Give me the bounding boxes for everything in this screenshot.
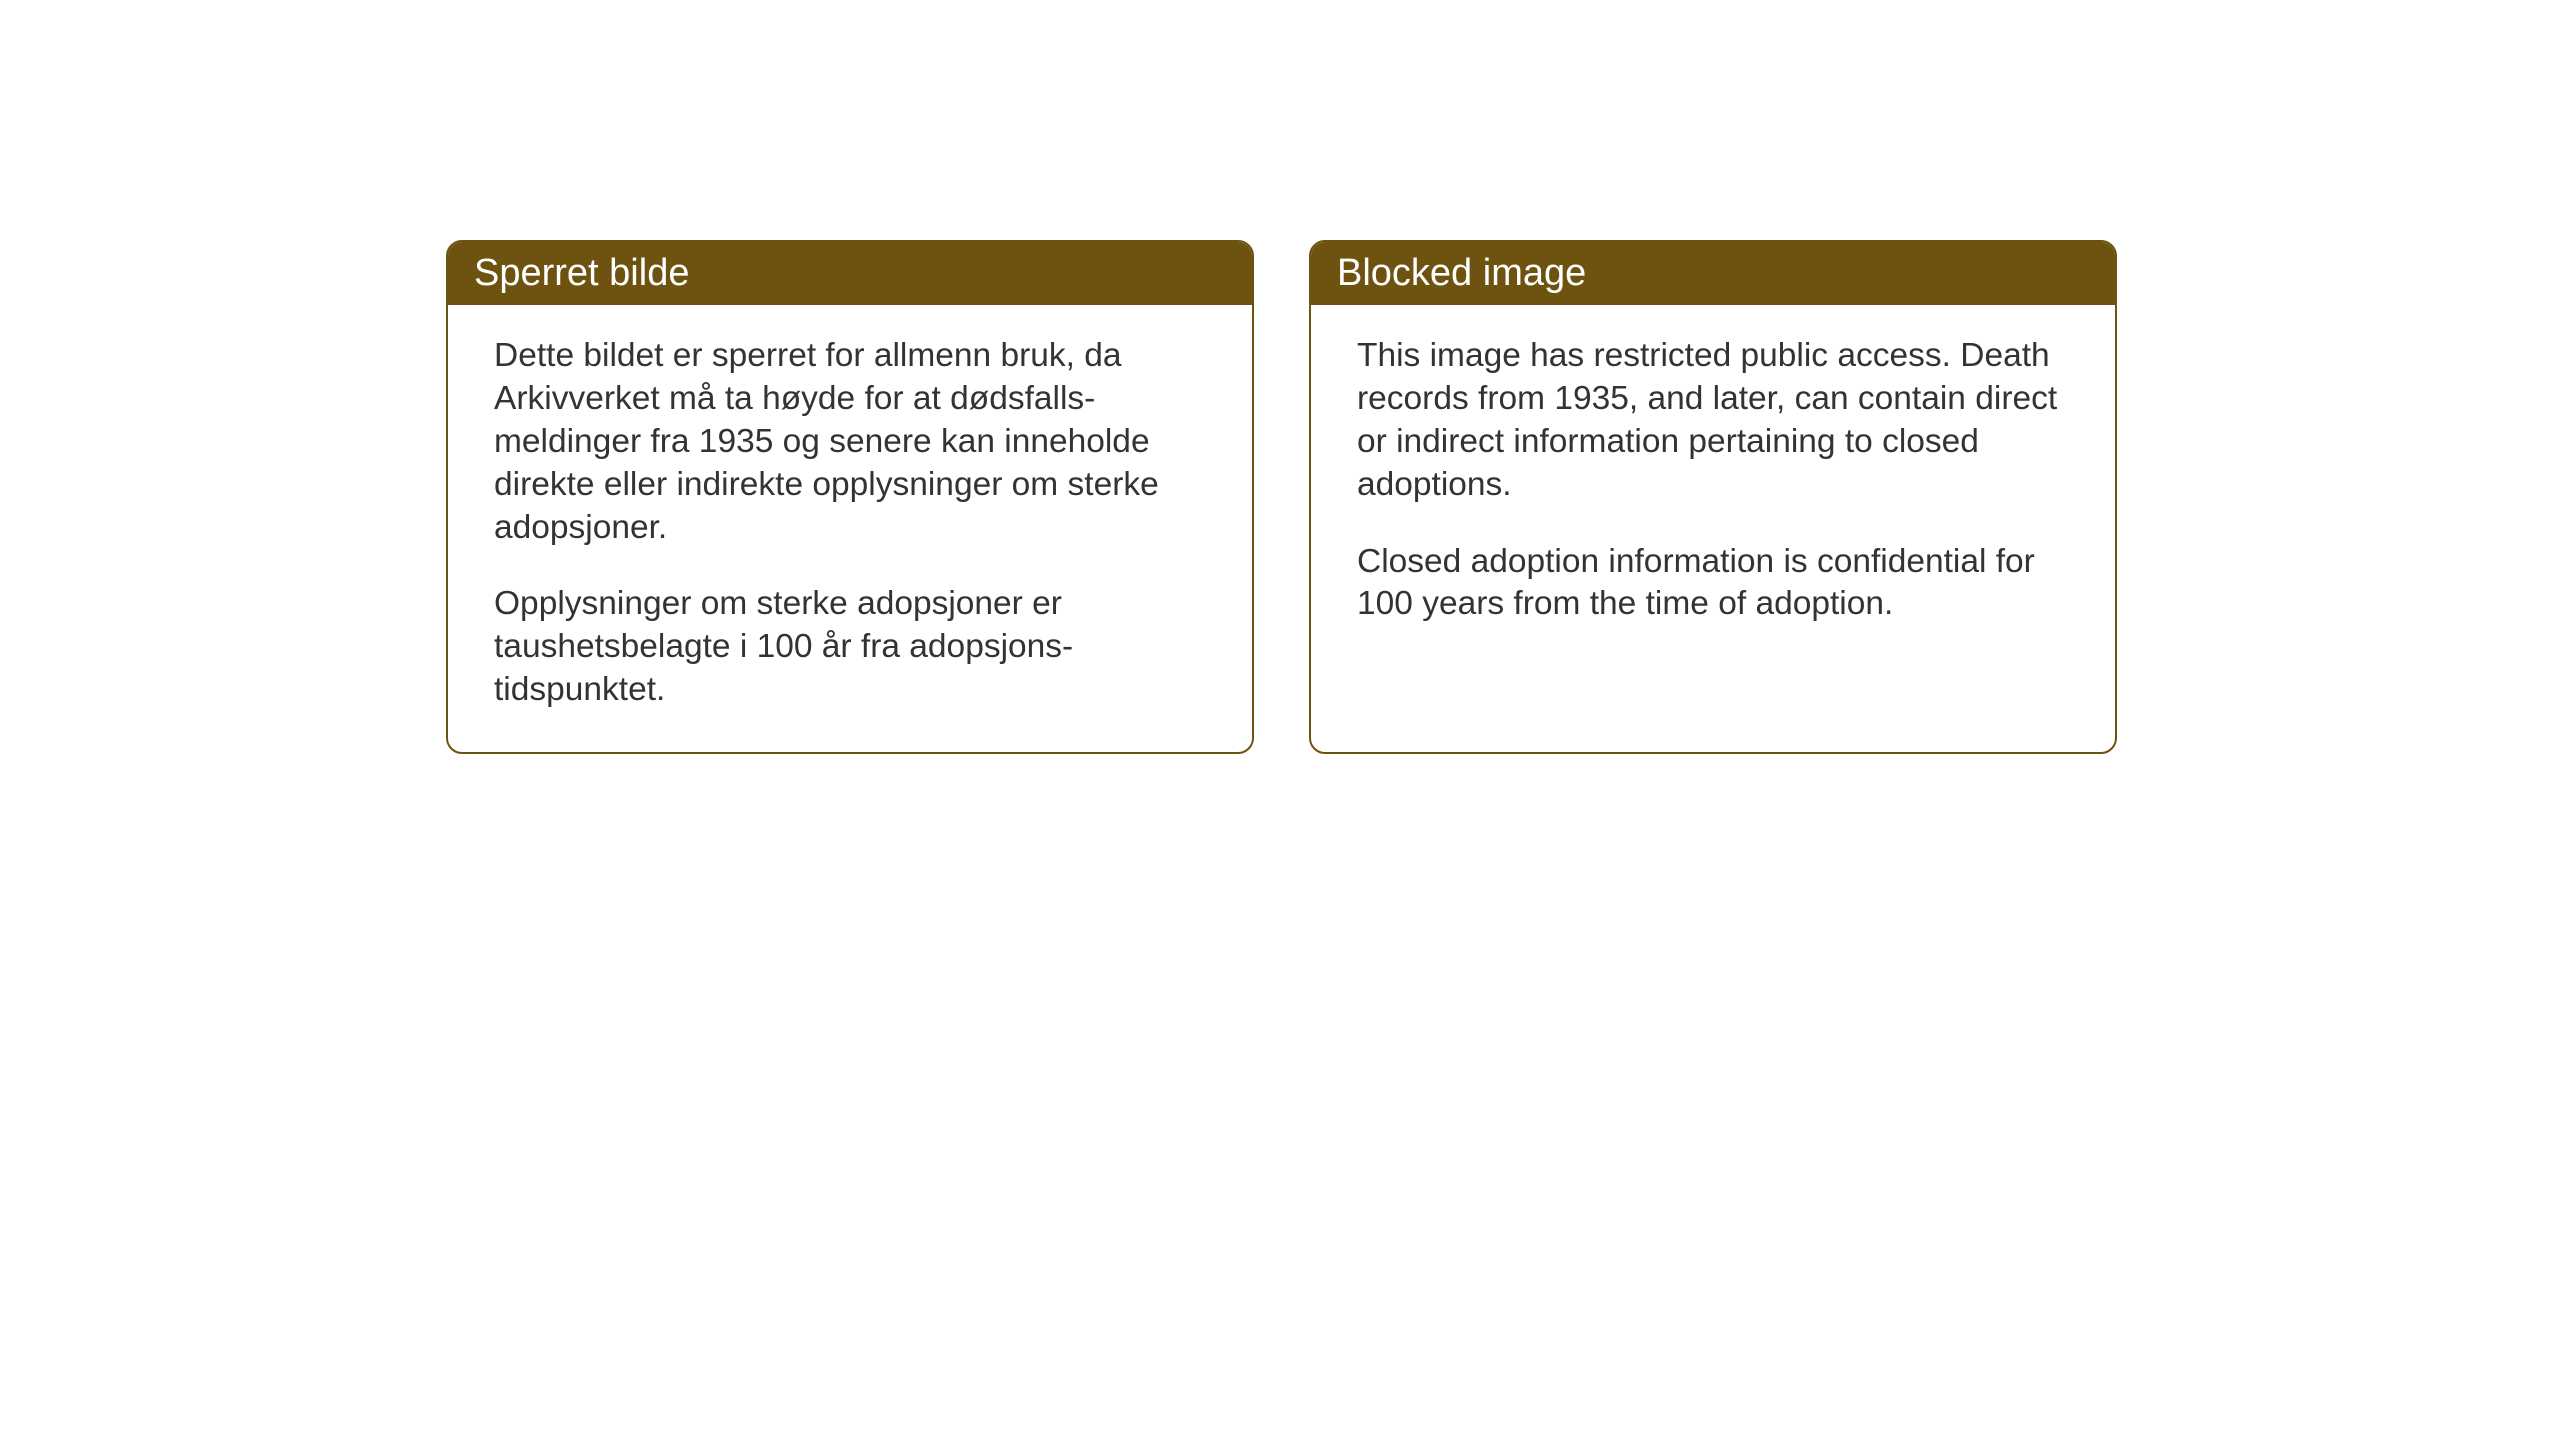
card-paragraph-2-english: Closed adoption information is confident… [1357, 541, 2069, 627]
card-paragraph-1-norwegian: Dette bildet er sperret for allmenn bruk… [494, 335, 1206, 549]
notice-card-english: Blocked image This image has restricted … [1309, 240, 2117, 754]
card-body-norwegian: Dette bildet er sperret for allmenn bruk… [448, 305, 1252, 752]
card-title-english: Blocked image [1337, 252, 1586, 294]
card-paragraph-1-english: This image has restricted public access.… [1357, 335, 2069, 507]
card-header-norwegian: Sperret bilde [448, 242, 1252, 305]
notice-cards-container: Sperret bilde Dette bildet er sperret fo… [446, 240, 2560, 754]
card-paragraph-2-norwegian: Opplysninger om sterke adopsjoner er tau… [494, 583, 1206, 712]
card-header-english: Blocked image [1311, 242, 2115, 305]
notice-card-norwegian: Sperret bilde Dette bildet er sperret fo… [446, 240, 1254, 754]
card-body-english: This image has restricted public access.… [1311, 305, 2115, 666]
card-title-norwegian: Sperret bilde [474, 252, 689, 294]
